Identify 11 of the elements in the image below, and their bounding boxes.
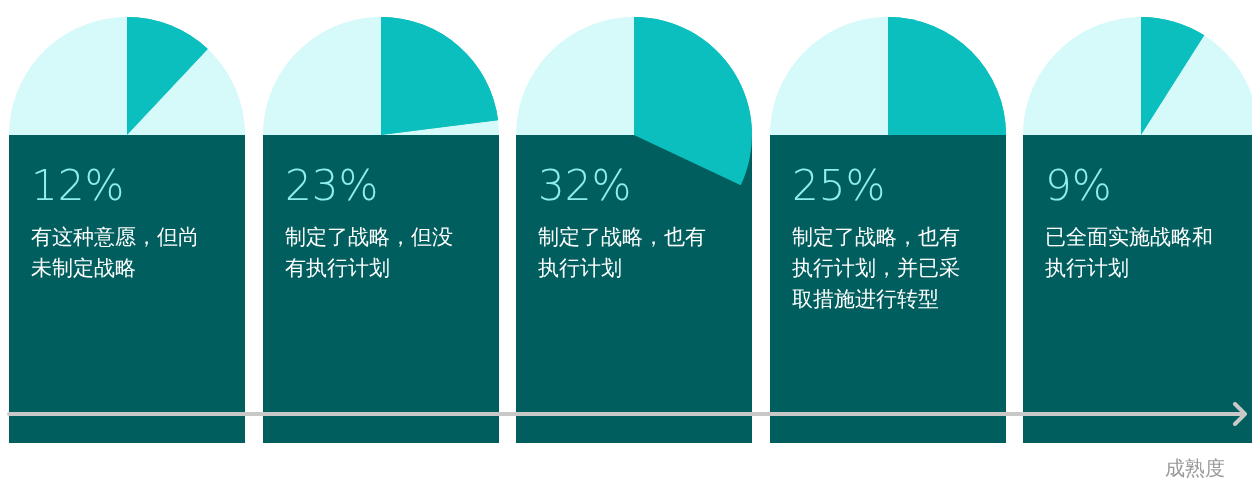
text: 制定了战略，但没有执行计划 xyxy=(284,225,453,280)
text: 23% xyxy=(284,161,378,210)
text: 12% xyxy=(31,161,125,210)
text: 制定了战略，也有执行计划 xyxy=(538,225,706,280)
text: 9% xyxy=(1045,161,1112,210)
text: 有这种意愿，但尚未制定战略 xyxy=(31,225,199,280)
text: 25% xyxy=(791,161,885,210)
text: 成熟度 xyxy=(1165,455,1225,480)
text: 32% xyxy=(538,161,632,210)
text: 制定了战略，也有执行计划，并已采取措施进行转型 xyxy=(791,225,960,311)
text: 已全面实施战略和执行计划 xyxy=(1045,225,1213,280)
